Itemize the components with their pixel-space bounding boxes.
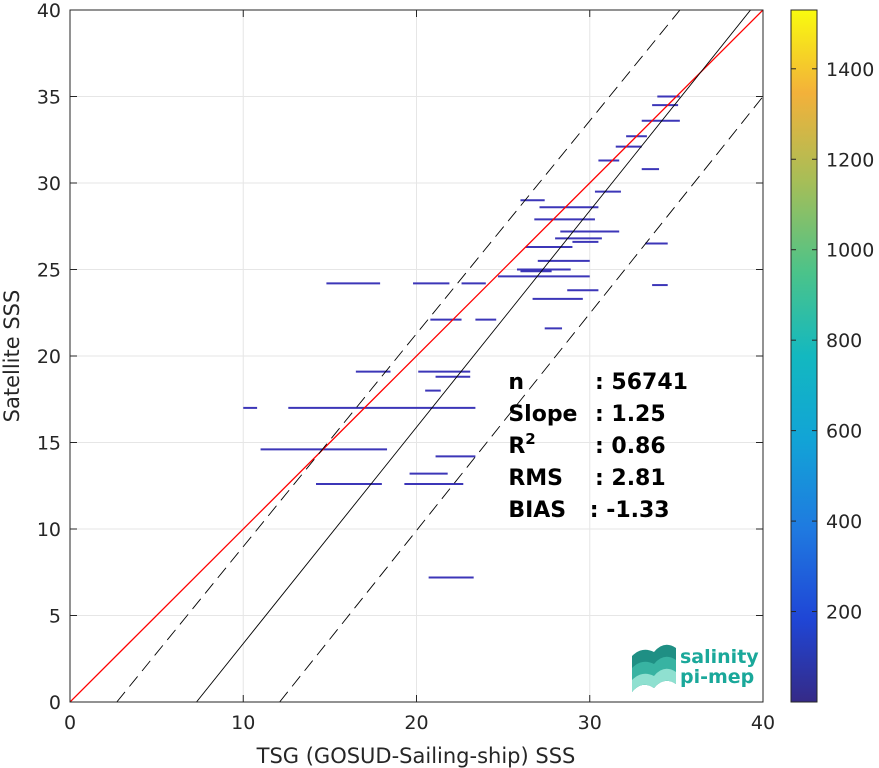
y-tick-label: 20 bbox=[37, 346, 61, 368]
x-tick-label: 40 bbox=[751, 712, 775, 734]
y-tick-label: 15 bbox=[37, 433, 61, 455]
logo-line2: pi-mep bbox=[680, 666, 754, 688]
stat-value: : 0.86 bbox=[595, 434, 666, 459]
reference-line-regression bbox=[196, 10, 752, 702]
x-tick-label: 20 bbox=[404, 712, 428, 734]
logo: salinity pi-mep bbox=[632, 644, 759, 692]
x-tick-label: 10 bbox=[231, 712, 255, 734]
stat-value: : 1.25 bbox=[595, 402, 666, 427]
y-tick-label: 35 bbox=[37, 87, 61, 109]
reference-line-upper-bound bbox=[116, 10, 681, 702]
stat-label: n bbox=[508, 370, 524, 395]
waves-icon bbox=[632, 644, 676, 692]
stat-label: Slope bbox=[508, 402, 577, 427]
reference-line-lower-bound bbox=[279, 96, 763, 702]
stat-label: BIAS bbox=[508, 498, 566, 523]
y-tick-label: 5 bbox=[49, 606, 61, 628]
reference-lines bbox=[70, 10, 763, 702]
colorbar-tick-label: 200 bbox=[826, 602, 862, 624]
x-axis-title: TSG (GOSUD-Sailing-ship) SSS bbox=[256, 744, 576, 768]
logo-line1: salinity bbox=[680, 646, 759, 668]
x-tick-label: 30 bbox=[578, 712, 602, 734]
axis-ticks: 0 10 20 30 40 0 5 10 15 20 25 30 35 40 bbox=[37, 0, 775, 734]
colorbar-ticks: 200 400 600 800 1000 1200 1400 bbox=[791, 59, 874, 624]
colorbar-tick-label: 1200 bbox=[826, 149, 874, 171]
y-tick-label: 40 bbox=[37, 0, 61, 22]
colorbar-tick-label: 400 bbox=[826, 511, 862, 533]
stat-label: RMS bbox=[508, 466, 563, 491]
colorbar-tick-label: 1400 bbox=[826, 59, 874, 81]
stat-value: : 56741 bbox=[595, 370, 688, 395]
colorbar-tick-label: 600 bbox=[826, 421, 862, 443]
colorbar-tick-label: 1000 bbox=[826, 240, 874, 262]
reference-line-one-to-one bbox=[70, 10, 763, 702]
x-tick-label: 0 bbox=[64, 712, 76, 734]
y-tick-label: 0 bbox=[49, 692, 61, 714]
y-tick-label: 25 bbox=[37, 260, 61, 282]
stat-value: : -1.33 bbox=[590, 498, 670, 523]
colorbar bbox=[790, 9, 818, 703]
y-tick-label: 10 bbox=[37, 519, 61, 541]
stat-value: : 2.81 bbox=[595, 466, 666, 491]
colorbar-tick-label: 800 bbox=[826, 330, 862, 352]
y-tick-label: 30 bbox=[37, 173, 61, 195]
stat-superscript: 2 bbox=[525, 430, 535, 448]
y-axis-title: Satellite SSS bbox=[0, 290, 24, 423]
